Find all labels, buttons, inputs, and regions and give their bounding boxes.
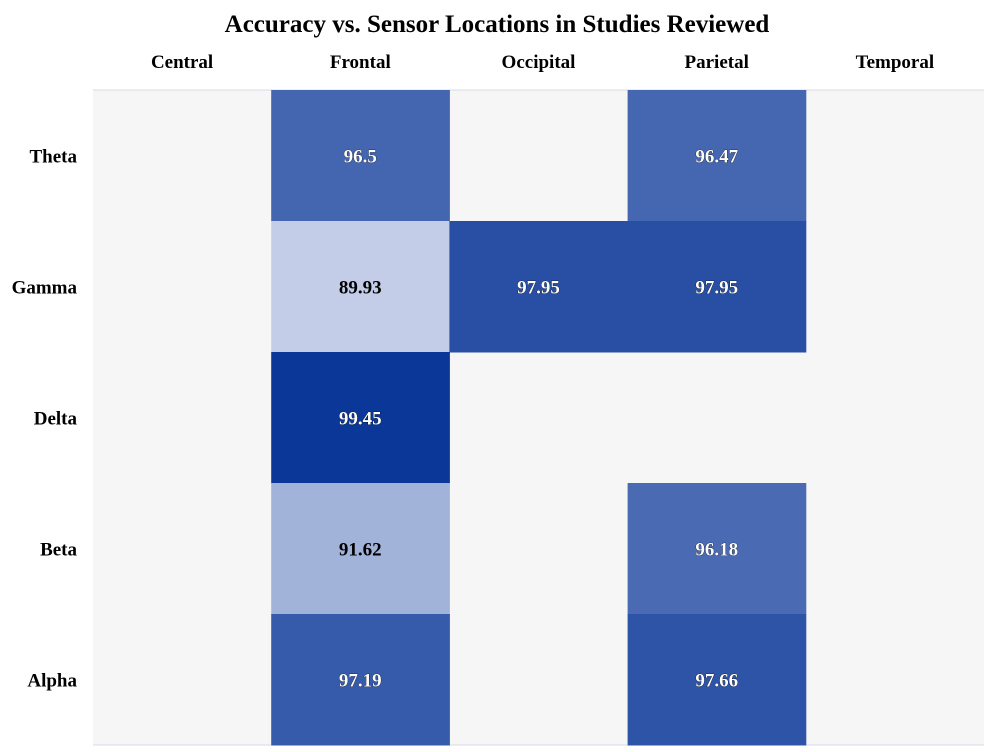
cell-gamma-occipital bbox=[449, 221, 629, 353]
column-label-temporal: Temporal bbox=[856, 52, 934, 73]
cell-beta-parietal-label: 96.18 bbox=[695, 540, 738, 561]
column-labels: Central Frontal Occipital Parietal Temporal bbox=[151, 52, 934, 73]
column-label-parietal: Parietal bbox=[685, 52, 749, 73]
cell-theta-frontal bbox=[271, 90, 450, 222]
cell-delta-frontal-label: 99.45 bbox=[339, 409, 382, 430]
column-label-central: Central bbox=[151, 52, 213, 73]
cell-gamma-occipital-label: 97.95 bbox=[517, 278, 560, 299]
plot-area bbox=[93, 90, 984, 745]
cell-alpha-parietal-label: 97.66 bbox=[695, 671, 738, 692]
cell-gamma-parietal bbox=[627, 221, 807, 353]
cell-beta-parietal bbox=[627, 483, 807, 615]
plot-background bbox=[93, 89, 984, 746]
cell-alpha-parietal bbox=[627, 614, 807, 746]
cell-theta-parietal-label: 96.47 bbox=[695, 147, 738, 168]
cell-theta-parietal bbox=[627, 90, 807, 222]
cell-value-labels: 96.5 96.47 89.93 97.95 97.95 99.45 91.62 96.18 9… bbox=[339, 146, 739, 692]
cell-theta-frontal-label: 96.5 bbox=[344, 147, 377, 168]
row-label-delta: Delta bbox=[34, 409, 78, 430]
column-label-frontal: Frontal bbox=[330, 52, 391, 73]
row-label-alpha: Alpha bbox=[27, 671, 77, 692]
column-label-occipital: Occipital bbox=[502, 52, 576, 73]
heatmap-cells bbox=[271, 90, 807, 746]
cell-alpha-frontal-label: 97.19 bbox=[339, 671, 382, 692]
row-label-theta: Theta bbox=[30, 147, 78, 168]
chart-title: Accuracy vs. Sensor Locations in Studies… bbox=[225, 11, 770, 38]
row-label-beta: Beta bbox=[40, 540, 77, 561]
cell-beta-frontal-label: 91.62 bbox=[339, 540, 382, 561]
row-labels: Theta Gamma Delta Beta Alpha bbox=[12, 147, 78, 692]
cell-gamma-frontal-label: 89.93 bbox=[339, 278, 382, 299]
row-label-gamma: Gamma bbox=[12, 278, 78, 299]
cell-alpha-frontal bbox=[271, 614, 450, 746]
cell-beta-frontal bbox=[271, 483, 450, 615]
cell-delta-frontal bbox=[271, 352, 450, 484]
cell-gamma-frontal bbox=[271, 221, 450, 353]
cell-gamma-parietal-label: 97.95 bbox=[695, 278, 738, 299]
